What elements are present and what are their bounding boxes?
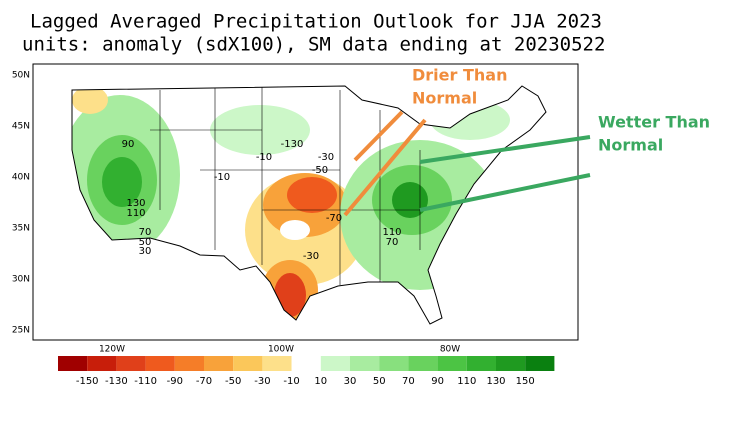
- colorbar-swatch: [525, 356, 555, 371]
- colorbar-swatch: [350, 356, 380, 371]
- contour-label: 110: [126, 208, 145, 219]
- lat-label: 35N: [12, 224, 30, 234]
- colorbar-label: -130: [105, 376, 128, 387]
- colorbar-label: -110: [134, 376, 157, 387]
- colorbar-swatch: [204, 356, 234, 371]
- contour-label: 130: [126, 198, 145, 209]
- contour-label: -130: [281, 139, 304, 150]
- lon-label: 100W: [268, 345, 294, 355]
- colorbar-label: 90: [431, 376, 444, 387]
- colorbar-swatch: [174, 356, 204, 371]
- lat-label: 30N: [12, 275, 30, 285]
- colorbar-swatch: [379, 356, 409, 371]
- colorbar-label: 10: [314, 376, 327, 387]
- contour-label: 70: [386, 237, 399, 248]
- colorbar-label: 110: [457, 376, 476, 387]
- colorbar-swatch: [496, 356, 526, 371]
- colorbar-label: -90: [167, 376, 183, 387]
- colorbar-label: 150: [516, 376, 535, 387]
- colorbar-swatch: [262, 356, 292, 371]
- colorbar-swatch: [320, 356, 350, 371]
- wetter-arrows: [419, 135, 591, 212]
- state-borders: [150, 87, 421, 285]
- wetter-annotation: Normal: [598, 136, 663, 155]
- colorbar-swatch: [291, 356, 321, 371]
- colorbar-swatch: [233, 356, 263, 371]
- lat-label: 40N: [12, 173, 30, 183]
- contour-label: 50: [139, 237, 152, 248]
- contour-label: -10: [214, 172, 230, 183]
- contour-label: -30: [303, 251, 319, 262]
- subtitle: units: anomaly (sdX100), SM data ending …: [22, 34, 605, 56]
- colorbar-swatch: [87, 356, 117, 371]
- colorbar-swatch: [58, 356, 88, 371]
- contour-label: -50: [312, 165, 328, 176]
- lat-label: 50N: [12, 71, 30, 81]
- contour-label: 110: [382, 227, 401, 238]
- lon-label: 80W: [440, 345, 460, 355]
- lat-label: 25N: [12, 326, 30, 336]
- colorbar-label: 130: [486, 376, 505, 387]
- title: Lagged Averaged Precipitation Outlook fo…: [30, 11, 602, 33]
- colorbar-swatch: [116, 356, 146, 371]
- contour-label: 30: [139, 246, 152, 257]
- lon-label: 120W: [99, 345, 125, 355]
- contour-label: -10: [256, 152, 272, 163]
- drier-arrows: [343, 110, 427, 217]
- colorbar-label: -50: [225, 376, 241, 387]
- contour-label: -30: [318, 152, 334, 163]
- colorbar-label: 70: [402, 376, 415, 387]
- colorbar-label: 30: [344, 376, 357, 387]
- drier-annotation: Drier Than: [412, 66, 507, 85]
- colorbar-swatch: [466, 356, 496, 371]
- colorbar-swatch: [437, 356, 467, 371]
- contour-label: 90: [122, 139, 135, 150]
- colorbar-label: 50: [373, 376, 386, 387]
- colorbar-swatch: [145, 356, 175, 371]
- lat-label: 45N: [12, 122, 30, 132]
- colorbar-label: -70: [196, 376, 212, 387]
- contour-label: 70: [139, 227, 152, 238]
- colorbar-swatch: [408, 356, 438, 371]
- wetter-annotation: Wetter Than: [598, 113, 710, 132]
- colorbar-label: -10: [283, 376, 299, 387]
- colorbar-label: -30: [254, 376, 270, 387]
- drier-annotation: Normal: [412, 89, 477, 108]
- colorbar-label: -150: [76, 376, 99, 387]
- contour-label: -70: [326, 213, 342, 224]
